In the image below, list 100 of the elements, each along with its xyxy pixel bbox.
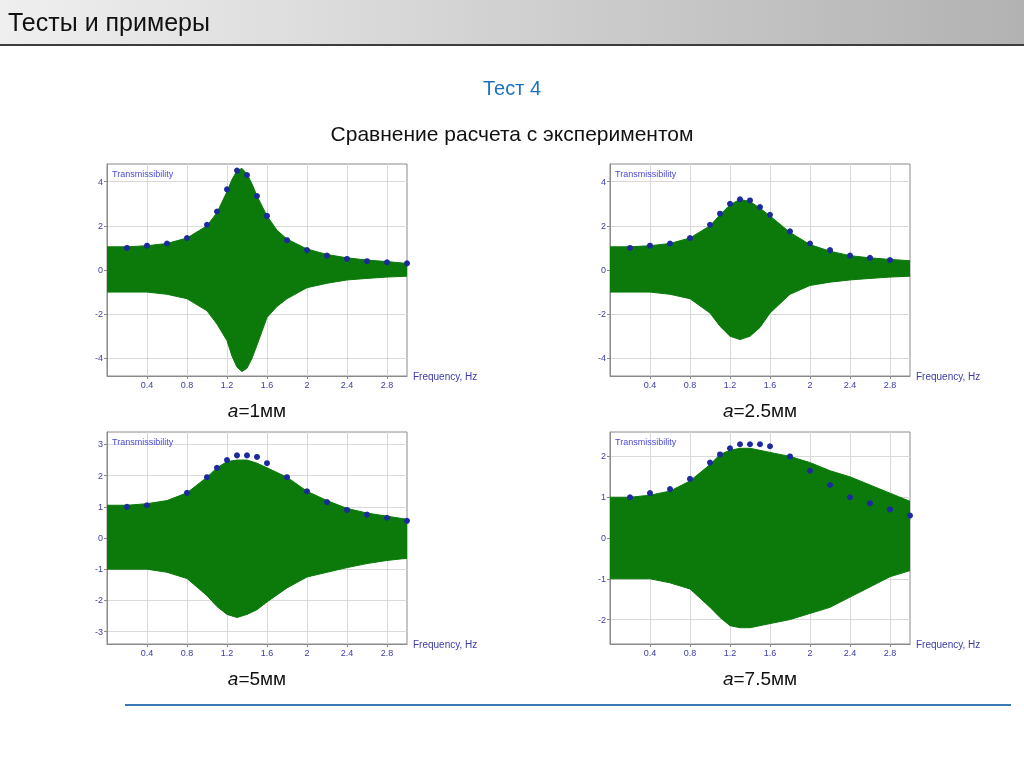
point [324,252,330,259]
point [124,244,130,251]
y-axis-title: Transmissibility [615,436,677,447]
point [787,228,793,235]
x-tick-label: 2.8 [380,379,394,390]
point [757,441,763,448]
point [214,208,220,215]
text: a=2.5мм [722,399,798,421]
x-tick-label: 0.4 [643,379,657,390]
x-tick-label: 2.8 [883,647,897,658]
y-tick-label: 0 [97,533,103,543]
point [144,502,150,509]
point [384,259,390,266]
x-axis-title: Frequency, Hz [916,638,981,650]
text: a=7.5мм [722,667,798,689]
y-axis-title: Transmissibility [112,436,174,447]
text: a=5мм [227,667,287,689]
point [324,499,330,506]
x-tick-label: 0.4 [140,647,154,658]
point [234,167,240,174]
point [827,482,833,488]
point [727,200,733,207]
x-tick-label: 2 [807,379,813,390]
point [787,453,793,460]
point [244,452,250,459]
y-tick-label: 4 [97,176,103,187]
point [707,459,713,466]
x-axis-title: Frequency, Hz [413,370,478,382]
point [404,517,410,524]
point [304,247,310,254]
y-tick-label: -3 [94,626,103,637]
x-tick-label: 2.8 [883,379,897,390]
point [737,196,743,203]
point [707,221,713,228]
y-tick-label: 0 [97,265,103,275]
x-tick-label: 2 [304,379,310,390]
y-tick-label: 1 [600,492,606,503]
x-tick-label: 1.2 [723,379,737,390]
point [264,212,270,219]
point [747,441,753,448]
y-tick-label: -2 [597,614,606,625]
y-tick-label: 4 [600,176,606,187]
point [767,443,773,450]
point [234,452,240,459]
x-tick-label: 1.2 [220,379,234,390]
point [687,475,693,482]
point [384,514,390,521]
point [667,486,673,493]
point [254,193,260,200]
y-axis-title: Transmissibility [615,168,677,179]
y-tick-label: 3 [97,439,103,450]
point [244,172,250,179]
point [647,242,653,249]
point [807,467,813,474]
y-tick-label: -2 [94,595,103,606]
point [727,445,733,452]
y-tick-label: -1 [597,573,606,584]
point [344,506,350,513]
x-tick-label: 0.8 [180,647,194,658]
point [344,255,350,262]
y-tick-label: 2 [600,220,606,231]
y-tick-label: 0 [600,533,606,543]
y-tick-label: 0 [600,265,606,275]
point [847,494,853,501]
y-tick-label: -4 [597,353,606,364]
x-tick-label: 1.6 [260,647,274,658]
x-tick-label: 0.8 [683,379,697,390]
x-tick-label: 1.6 [763,647,777,658]
point [767,211,773,218]
point [304,488,310,495]
point [847,252,853,259]
y-tick-label: -2 [597,309,606,320]
point [737,441,743,448]
point [124,503,130,510]
point [867,254,873,261]
y-tick-label: -1 [94,564,103,575]
x-axis-title: Frequency, Hz [413,638,478,650]
x-tick-label: 2.4 [843,379,857,390]
point [144,242,150,249]
point [184,489,190,496]
point [184,234,190,241]
point [224,186,230,193]
point [807,240,813,247]
point [214,464,220,471]
point [264,460,270,467]
point [254,453,260,460]
point [647,490,653,497]
x-tick-label: 1.6 [763,379,777,390]
x-tick-label: 2.8 [380,647,394,658]
x-tick-label: 0.4 [140,379,154,390]
x-tick-label: 1.2 [220,647,234,658]
y-tick-label: 2 [600,451,606,462]
point [717,210,723,217]
point [284,474,290,481]
y-tick-label: 2 [97,220,103,231]
point [364,511,370,518]
x-tick-label: 1.2 [723,647,737,658]
x-tick-label: 1.6 [260,379,274,390]
point [204,474,210,481]
point [224,457,230,464]
